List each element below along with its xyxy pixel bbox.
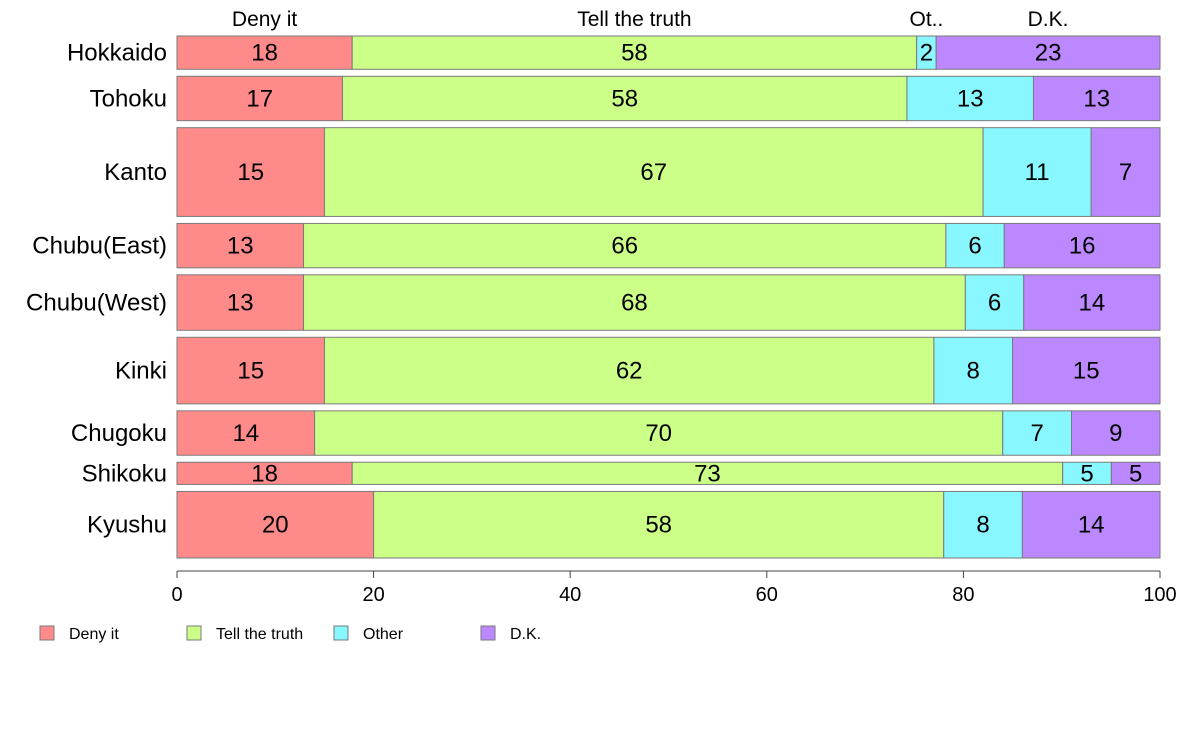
bar-segment-kinki-tell-the-truth [323, 336, 935, 405]
bar-segment-hokkaido-d-k [935, 35, 1161, 70]
data-label-tohoku-d-k: 13 [1083, 85, 1110, 112]
column-header-1: Deny it [232, 8, 298, 31]
data-label-chugoku-deny-it: 14 [232, 420, 259, 447]
data-label-chubu-west-other: 6 [988, 290, 1001, 317]
category-label-hokkaido: Hokkaido [67, 40, 167, 67]
bar-segment-chubu-west-deny-it [176, 274, 305, 331]
data-label-kinki-deny-it: 15 [237, 358, 264, 385]
bar-segment-kinki-other [933, 336, 1014, 405]
data-label-kyushu-deny-it: 20 [262, 512, 289, 539]
bar-segment-kyushu-d-k [1021, 490, 1161, 559]
bar-segment-chugoku-other [1002, 410, 1073, 456]
legend-label-tell-the-truth: Tell the truth [216, 626, 303, 643]
bar-segment-tohoku-deny-it [176, 75, 343, 122]
data-label-kanto-other: 11 [1025, 159, 1050, 186]
bar-segment-chubu-west-tell-the-truth [303, 274, 966, 331]
data-label-kinki-other: 8 [967, 358, 980, 385]
x-tick-label-100: 100 [1143, 584, 1176, 606]
data-label-hokkaido-deny-it: 18 [251, 40, 278, 67]
data-label-chubu-west-tell-the-truth: 68 [621, 290, 648, 317]
data-label-kyushu-d-k: 14 [1078, 512, 1105, 539]
data-label-shikoku-deny-it: 18 [251, 460, 278, 487]
column-header-3: Ot.. [909, 8, 943, 31]
bar-segment-chubu-east-deny-it [176, 222, 305, 269]
bar-segment-kanto-tell-the-truth [323, 127, 984, 217]
bar-segment-kinki-d-k [1012, 336, 1161, 405]
category-label-chugoku: Chugoku [71, 420, 167, 447]
bar-segment-tohoku-tell-the-truth [341, 75, 908, 122]
x-tick-label-0: 0 [171, 584, 182, 606]
data-label-hokkaido-d-k: 23 [1035, 40, 1062, 67]
data-label-tohoku-other: 13 [957, 85, 984, 112]
data-label-tohoku-deny-it: 17 [246, 85, 273, 112]
legend-swatch-deny-it [39, 625, 55, 641]
legend-label-other: Other [363, 626, 404, 643]
column-header-4: D.K. [1028, 8, 1069, 31]
category-label-tohoku: Tohoku [90, 85, 167, 112]
category-label-kyushu: Kyushu [87, 512, 167, 539]
data-label-tohoku-tell-the-truth: 58 [611, 85, 638, 112]
bar-segment-kinki-deny-it [176, 336, 325, 405]
category-label-chubu-west: Chubu(West) [26, 290, 167, 317]
data-label-kanto-deny-it: 15 [237, 159, 264, 186]
data-label-shikoku-other: 5 [1080, 460, 1093, 487]
bar-segment-chugoku-d-k [1071, 410, 1161, 456]
data-label-chubu-east-tell-the-truth: 66 [611, 233, 638, 260]
bar-segment-hokkaido-deny-it [176, 35, 353, 70]
bar-segment-chubu-east-other [945, 222, 1005, 269]
bar-segment-tohoku-d-k [1032, 75, 1161, 122]
bar-segment-chubu-east-tell-the-truth [303, 222, 947, 269]
x-tick-label-20: 20 [362, 584, 384, 606]
legend-label-deny-it: Deny it [69, 626, 119, 643]
bar-segment-kanto-other [982, 127, 1092, 217]
data-label-chubu-west-deny-it: 13 [227, 290, 254, 317]
bar-segment-kyushu-deny-it [176, 490, 375, 559]
x-tick-label-60: 60 [756, 584, 778, 606]
legend-label-d-k: D.K. [510, 626, 541, 643]
data-label-kanto-tell-the-truth: 67 [640, 159, 667, 186]
data-label-chugoku-other: 7 [1030, 420, 1043, 447]
category-label-kinki: Kinki [115, 358, 167, 385]
bar-segment-kanto-deny-it [176, 127, 325, 217]
bar-segment-chubu-east-d-k [1003, 222, 1161, 269]
category-label-kanto: Kanto [104, 159, 167, 186]
data-label-kinki-d-k: 15 [1073, 358, 1100, 385]
bar-segment-kyushu-tell-the-truth [373, 490, 945, 559]
data-label-kyushu-other: 8 [976, 512, 989, 539]
data-label-kanto-d-k: 7 [1119, 159, 1132, 186]
x-tick-label-40: 40 [559, 584, 581, 606]
legend-swatch-d-k [480, 625, 496, 641]
data-label-chugoku-tell-the-truth: 70 [645, 420, 672, 447]
legend-swatch-other [333, 625, 349, 641]
data-label-kinki-tell-the-truth: 62 [616, 358, 643, 385]
bar-segment-kyushu-other [943, 490, 1023, 559]
bar-segment-shikoku-d-k [1110, 461, 1161, 485]
data-label-shikoku-tell-the-truth: 73 [694, 460, 721, 487]
data-label-chubu-east-d-k: 16 [1069, 233, 1096, 260]
x-tick-label-80: 80 [952, 584, 974, 606]
bar-segment-kanto-d-k [1090, 127, 1161, 217]
bar-segment-chugoku-tell-the-truth [314, 410, 1004, 456]
category-label-chubu-east: Chubu(East) [32, 233, 167, 260]
data-label-chugoku-d-k: 9 [1109, 420, 1122, 447]
data-label-chubu-east-deny-it: 13 [227, 233, 254, 260]
bar-segment-tohoku-other [906, 75, 1034, 122]
column-header-2: Tell the truth [577, 8, 691, 31]
category-label-shikoku: Shikoku [82, 460, 167, 487]
data-label-chubu-west-d-k: 14 [1079, 290, 1106, 317]
data-label-hokkaido-other: 2 [920, 40, 933, 67]
data-label-hokkaido-tell-the-truth: 58 [621, 40, 648, 67]
data-label-shikoku-d-k: 5 [1129, 460, 1142, 487]
bar-segment-chubu-west-other [964, 274, 1025, 331]
bar-segment-hokkaido-tell-the-truth [351, 35, 918, 70]
data-label-chubu-east-other: 6 [968, 233, 981, 260]
bar-segment-chugoku-deny-it [176, 410, 316, 456]
data-label-kyushu-tell-the-truth: 58 [645, 512, 672, 539]
legend-swatch-tell-the-truth [186, 625, 202, 641]
bar-segment-chubu-west-d-k [1023, 274, 1161, 331]
